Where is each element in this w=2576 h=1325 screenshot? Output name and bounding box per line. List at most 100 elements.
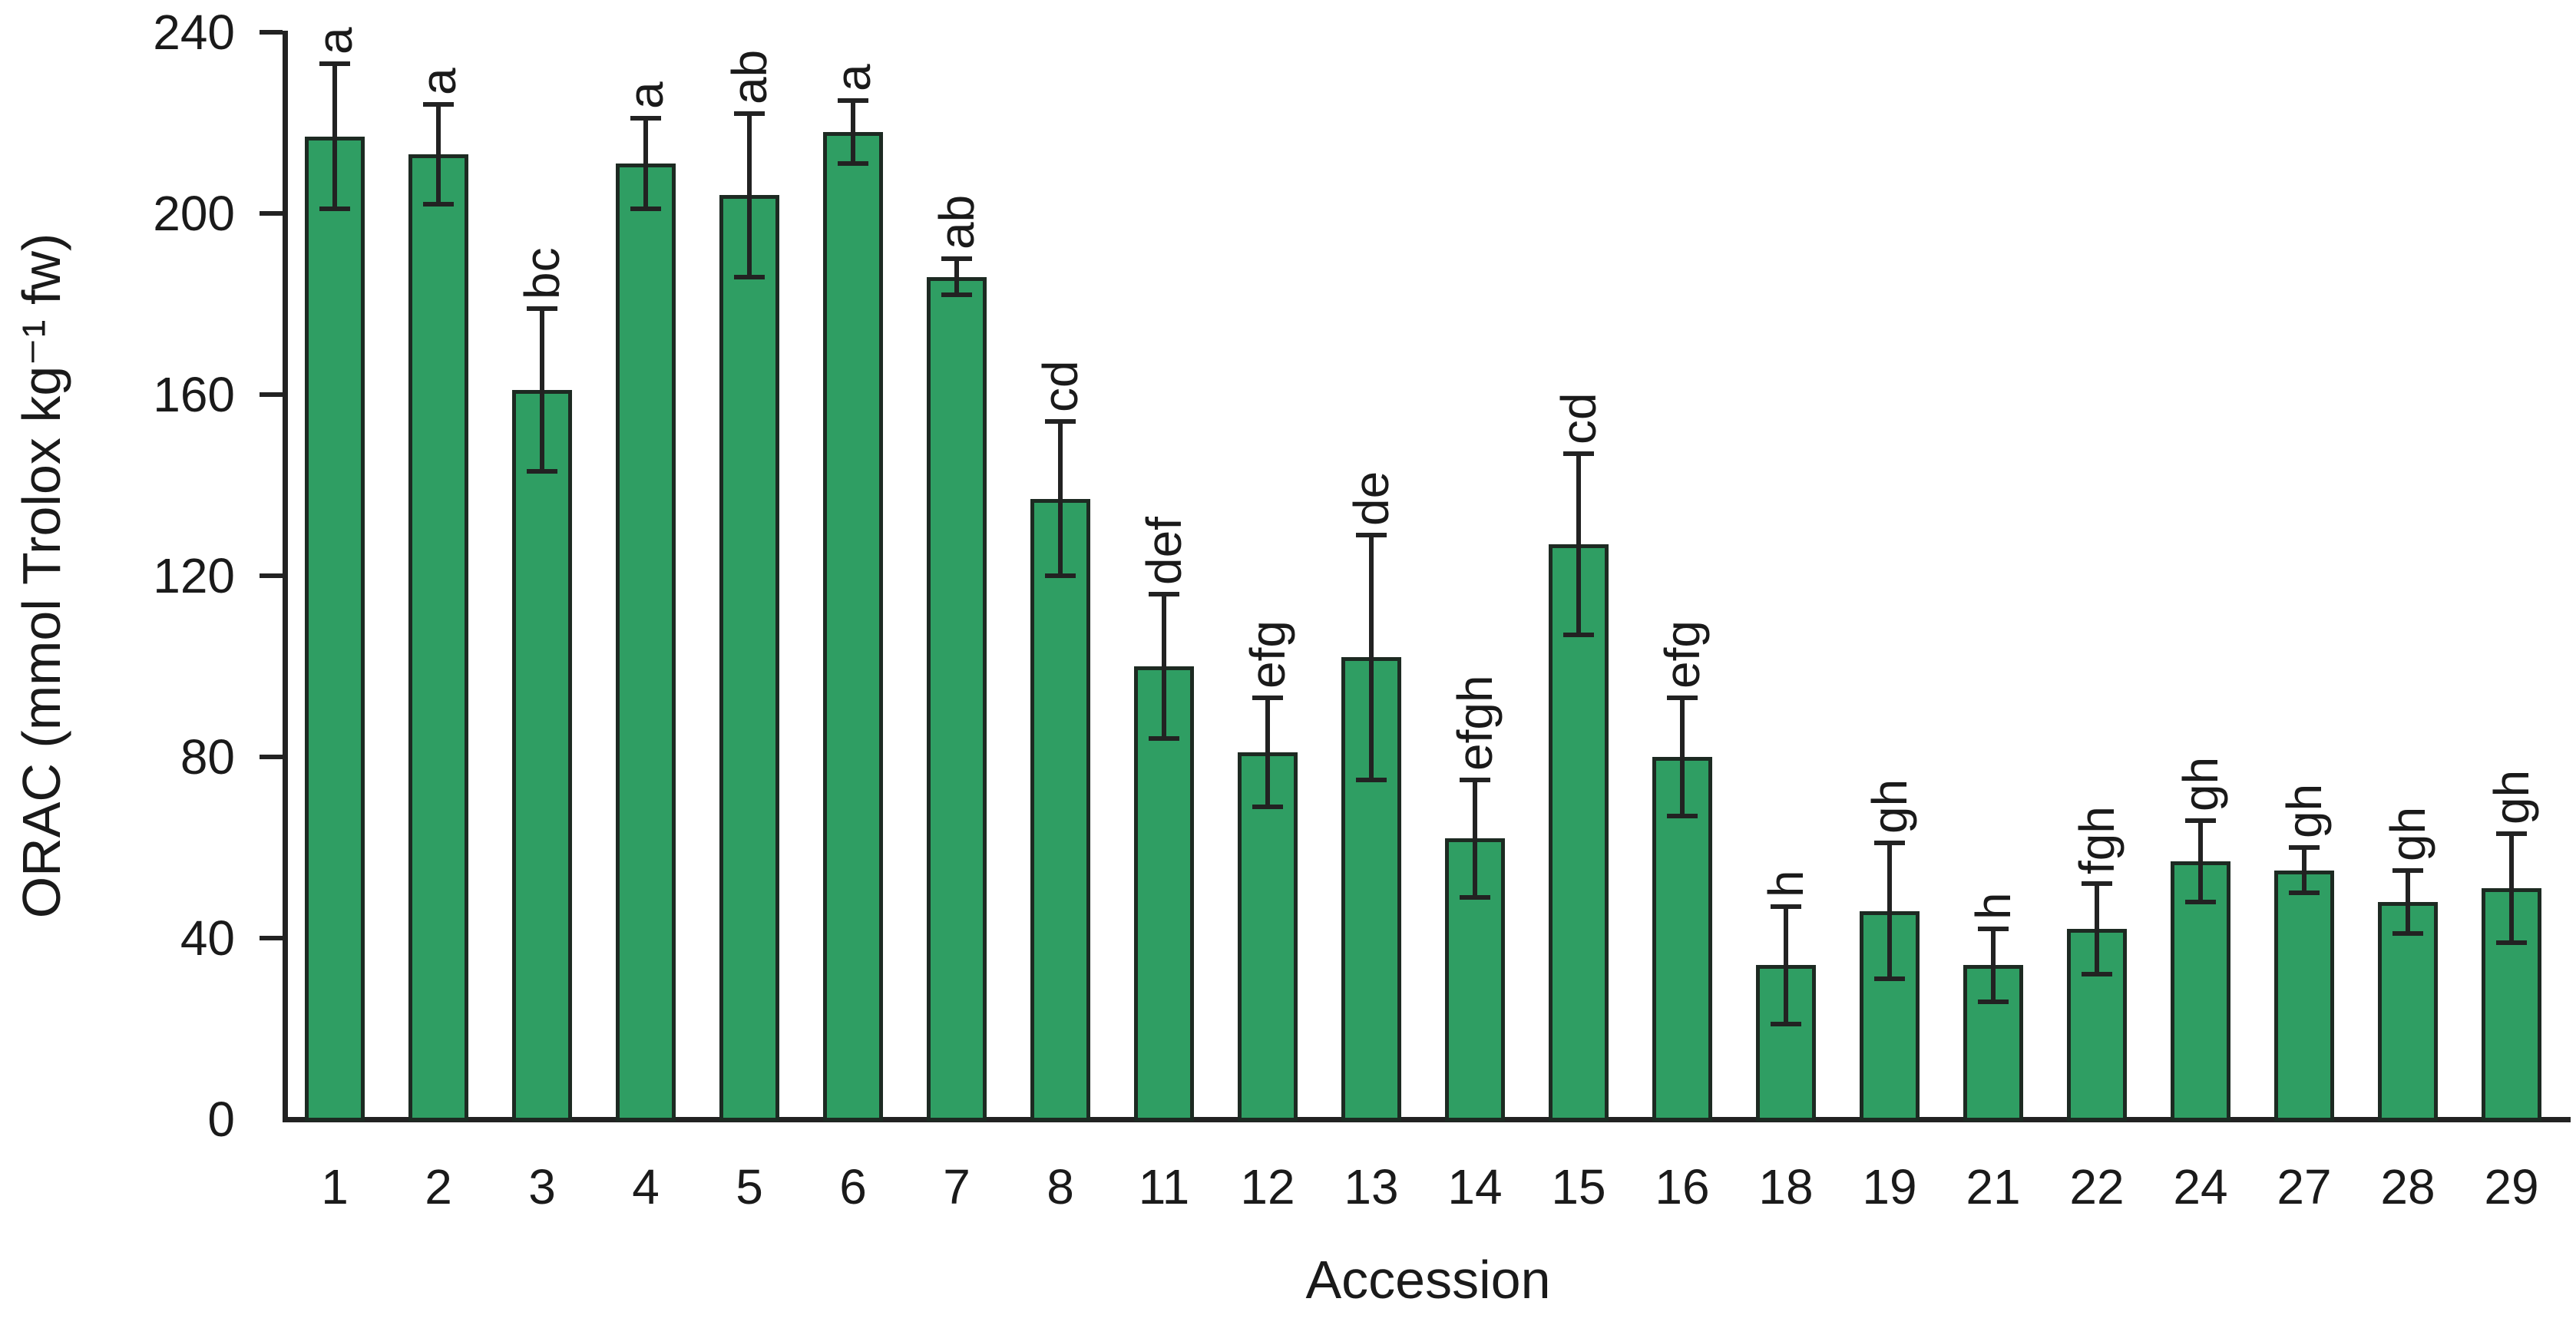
error-cap-top-6: [838, 97, 868, 103]
x-tick-label-18: 18: [1758, 1159, 1814, 1214]
bar-accession-3: [512, 390, 572, 1122]
error-cap-bottom-22: [2082, 972, 2112, 977]
error-cap-bottom-18: [1771, 1022, 1801, 1027]
error-bar-13: [1369, 534, 1374, 780]
error-cap-top-7: [941, 256, 972, 261]
error-cap-bottom-24: [2185, 899, 2216, 904]
error-bar-1: [332, 64, 337, 210]
error-cap-top-15: [1563, 451, 1594, 456]
y-tick-label-240: 240: [153, 5, 235, 60]
bar-accession-5: [719, 195, 779, 1122]
error-bar-29: [2509, 834, 2514, 943]
x-tick-label-13: 13: [1344, 1159, 1399, 1214]
error-cap-top-11: [1149, 591, 1179, 596]
y-tick-label-0: 0: [207, 1092, 235, 1147]
sig-letter-24: gh: [2173, 756, 2228, 811]
bar-accession-16: [1652, 757, 1712, 1122]
bar-accession-15: [1549, 544, 1609, 1122]
x-tick-label-15: 15: [1551, 1159, 1606, 1214]
error-cap-bottom-13: [1356, 777, 1387, 782]
error-cap-bottom-4: [630, 207, 661, 212]
error-bar-8: [1058, 421, 1063, 576]
bar-accession-24: [2171, 861, 2230, 1122]
x-tick-label-2: 2: [425, 1159, 452, 1214]
x-tick-label-29: 29: [2484, 1159, 2539, 1214]
bar-accession-12: [1238, 752, 1298, 1122]
error-cap-top-8: [1045, 419, 1076, 425]
error-bar-2: [436, 104, 441, 205]
x-tick-label-28: 28: [2380, 1159, 2435, 1214]
x-tick-label-14: 14: [1447, 1159, 1503, 1214]
x-tick-label-22: 22: [2069, 1159, 2125, 1214]
y-tick-mark-200: [260, 211, 283, 216]
error-bar-27: [2302, 848, 2306, 893]
error-cap-bottom-1: [319, 207, 350, 212]
x-tick-label-6: 6: [839, 1159, 867, 1214]
error-cap-top-3: [527, 306, 557, 311]
x-tick-label-1: 1: [321, 1159, 349, 1214]
error-cap-top-5: [734, 111, 765, 117]
bar-accession-4: [616, 164, 676, 1122]
y-tick-mark-160: [260, 392, 283, 397]
error-cap-top-24: [2185, 818, 2216, 823]
sig-letter-4: a: [618, 81, 673, 110]
bar-accession-11: [1134, 666, 1194, 1122]
bar-accession-1: [305, 136, 365, 1122]
y-tick-label-160: 160: [153, 367, 235, 422]
error-cap-top-21: [1978, 927, 2009, 932]
y-axis-title: ORAC (mmol Trolox kg⁻¹ fw): [12, 233, 71, 919]
x-tick-label-3: 3: [528, 1159, 556, 1214]
error-cap-bottom-6: [838, 161, 868, 167]
error-bar-28: [2406, 870, 2410, 934]
sig-letter-13: de: [1344, 471, 1399, 526]
error-cap-top-16: [1667, 696, 1698, 701]
error-cap-bottom-27: [2289, 890, 2320, 895]
y-tick-label-80: 80: [180, 729, 235, 785]
sig-letter-2: a: [411, 68, 466, 96]
y-axis-line: [283, 31, 288, 1122]
x-tick-label-4: 4: [632, 1159, 660, 1214]
x-tick-label-24: 24: [2173, 1159, 2228, 1214]
sig-letter-7: ab: [929, 194, 984, 249]
y-tick-mark-120: [260, 573, 283, 578]
x-axis-title: Accession: [1305, 1250, 1551, 1310]
error-cap-bottom-14: [1460, 894, 1490, 900]
x-tick-label-19: 19: [1862, 1159, 1917, 1214]
sig-letter-19: gh: [1862, 778, 1917, 834]
sig-letter-12: efg: [1240, 620, 1295, 689]
error-cap-bottom-7: [941, 292, 972, 298]
x-tick-label-16: 16: [1655, 1159, 1710, 1214]
error-bar-22: [2095, 884, 2099, 975]
bar-accession-13: [1341, 657, 1401, 1122]
bar-accession-27: [2274, 870, 2334, 1122]
error-cap-top-4: [630, 116, 661, 121]
x-axis-line: [283, 1117, 2571, 1122]
error-bar-21: [1991, 929, 1996, 1002]
sig-letter-15: cd: [1551, 392, 1606, 444]
error-bar-15: [1576, 453, 1581, 635]
y-tick-mark-240: [260, 30, 283, 35]
error-cap-top-13: [1356, 532, 1387, 537]
x-tick-label-21: 21: [1966, 1159, 2021, 1214]
error-cap-top-2: [423, 102, 454, 107]
error-bar-14: [1473, 779, 1477, 897]
error-cap-top-14: [1460, 777, 1490, 782]
x-tick-label-7: 7: [943, 1159, 971, 1214]
error-bar-3: [540, 308, 544, 472]
error-bar-11: [1162, 593, 1166, 739]
error-cap-bottom-11: [1149, 736, 1179, 742]
error-cap-bottom-16: [1667, 813, 1698, 818]
error-cap-bottom-29: [2496, 940, 2527, 945]
error-cap-bottom-3: [527, 469, 557, 474]
error-bar-16: [1680, 698, 1685, 816]
y-tick-label-40: 40: [180, 910, 235, 966]
error-cap-bottom-8: [1045, 573, 1076, 578]
bar-accession-8: [1030, 498, 1090, 1122]
error-bar-24: [2198, 820, 2203, 902]
sig-letter-22: fgh: [2069, 806, 2125, 875]
sig-letter-1: a: [307, 27, 362, 55]
error-cap-bottom-19: [1874, 976, 1905, 982]
sig-letter-18: h: [1758, 870, 1814, 897]
